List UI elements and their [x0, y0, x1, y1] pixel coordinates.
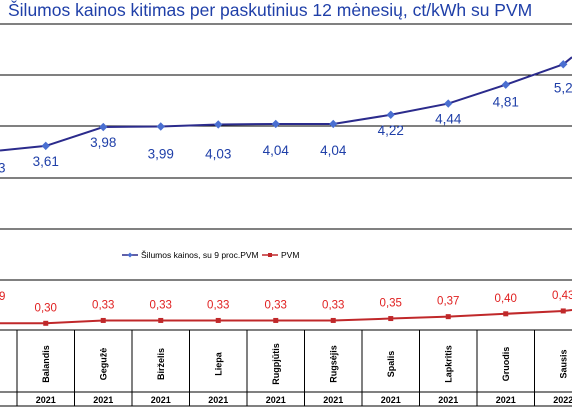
price-point: [214, 120, 223, 129]
year-label: 2021: [151, 395, 171, 405]
price-point: [41, 141, 50, 151]
price-label: 4,04: [263, 143, 290, 158]
price-point: [329, 119, 338, 129]
vat-point: [215, 317, 221, 323]
category-label: Birželis: [156, 348, 166, 380]
category-label: Lapkritis: [443, 345, 453, 383]
legend-marker-price: [127, 252, 133, 258]
series-lines: [0, 56, 572, 326]
price-point: [99, 122, 108, 132]
category-label: Liepa: [213, 351, 223, 376]
legend-label-vat: PVM: [281, 250, 299, 260]
vat-point: [560, 308, 566, 314]
vat-point: [100, 317, 106, 323]
vat-label: 0,33: [265, 299, 287, 311]
vat-label: 0,43: [552, 290, 572, 302]
price-point: [156, 122, 165, 131]
vat-point: [388, 316, 394, 322]
vat-label: 0,33: [92, 299, 114, 311]
category-label: Balandis: [41, 345, 51, 383]
vat-label: 0,37: [437, 296, 459, 308]
price-label: 4,81: [493, 95, 519, 110]
price-line: [45, 63, 564, 147]
price-point: [271, 119, 280, 129]
category-label: Rugpjūtis: [271, 343, 281, 385]
year-label: 2021: [381, 395, 401, 405]
vat-label: 0,33: [207, 299, 229, 311]
price-label: 4,44: [435, 112, 462, 127]
legend-label-price: Šilumos kainos, su 9 proc.PVM: [141, 250, 259, 260]
year-label: 2021: [323, 395, 343, 405]
year-label: 2021: [93, 395, 113, 405]
category-table: Balandis Gegužė Birželis Liepa Rugpjūtis Rugs…: [0, 330, 572, 407]
year-label: 2021: [36, 395, 56, 405]
vat-point: [43, 320, 49, 326]
vat-point: [273, 317, 279, 323]
vat-label: 0,30: [35, 302, 57, 314]
vat-point: [445, 314, 451, 320]
category-label: Sausis: [558, 349, 568, 378]
vat-label: 0,40: [495, 293, 517, 305]
legend-marker-vat: [268, 253, 272, 257]
price-label: 3,99: [148, 147, 174, 162]
price-point: [386, 110, 395, 119]
vat-point: [330, 317, 336, 323]
price-label: 5,2: [554, 80, 572, 95]
vat-line: [45, 309, 564, 325]
year-label: 2022: [553, 395, 572, 405]
year-label: 2021: [438, 395, 458, 405]
price-label: 4,04: [320, 143, 347, 158]
price-label: 4,22: [378, 123, 404, 138]
grid: [0, 23, 572, 331]
year-label: 2021: [266, 395, 286, 405]
vat-label: 0,33: [322, 299, 344, 311]
category-label: Gegužė: [98, 348, 108, 381]
vat-label: 0,33: [150, 299, 172, 311]
vat-label-edge: 9: [0, 291, 5, 303]
category-label: Rugsėjis: [328, 345, 338, 383]
year-label: 2021: [208, 395, 228, 405]
legend: Šilumos kainos, su 9 proc.PVM PVM: [122, 250, 299, 260]
price-point: [559, 60, 568, 69]
price-line-edge: [0, 144, 46, 152]
year-label: 2021: [496, 395, 516, 405]
vat-point: [503, 311, 509, 317]
price-point: [501, 80, 510, 89]
vat-point: [158, 317, 164, 323]
category-label: Gruodis: [501, 347, 511, 382]
data-labels: 3,61 3,98 3,99 4,03 4,04 4,04 4,22 4,44 4,81 5,2 3…: [0, 80, 572, 314]
vat-label: 0,35: [380, 298, 402, 310]
category-label: Spalis: [386, 351, 396, 378]
price-point: [444, 99, 453, 108]
price-label: 4,03: [205, 146, 231, 161]
price-label-edge: 3: [0, 160, 6, 175]
price-label: 3,98: [90, 135, 116, 150]
price-label: 3,61: [33, 154, 59, 169]
chart-title: Šilumos kainos kitimas per paskutinius 1…: [8, 0, 533, 20]
